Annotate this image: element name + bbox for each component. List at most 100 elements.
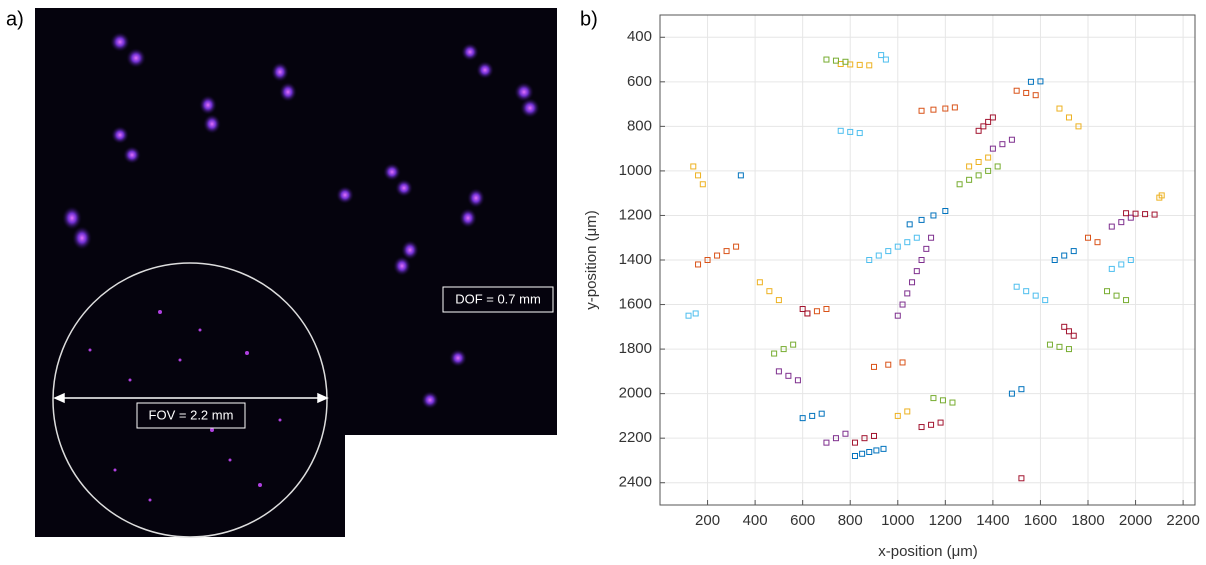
point [899,359,906,366]
point [699,181,706,188]
point [894,243,901,250]
fov-label: FOV = 2.2 mm [149,407,234,422]
point [837,127,844,134]
point [1108,265,1115,272]
point [847,128,854,135]
x-tick-label: 400 [743,512,768,529]
point [904,408,911,415]
inset-particles [88,310,282,502]
point [930,212,937,219]
y-tick-label: 2200 [619,429,652,446]
x-tick-label: 1000 [881,512,914,529]
chart-panel: b) x-position (μm) y-position (μm) 200 40… [580,8,1200,560]
point [695,172,702,179]
point [913,234,920,241]
point [1018,475,1025,482]
point [832,57,839,64]
point [975,172,982,179]
point [1013,283,1020,290]
point [685,312,692,319]
point [980,123,987,130]
point [951,104,958,111]
point [1023,288,1030,295]
y-tick-label: 1600 [619,296,652,313]
point [923,245,930,252]
panel-label: b) [580,8,598,30]
point [985,118,992,125]
point [704,257,711,263]
point [690,163,697,170]
point [918,424,925,431]
point [775,368,782,375]
point [1037,78,1044,85]
point [856,61,863,68]
point [766,288,773,295]
point [885,248,892,255]
point [856,130,863,137]
point [723,248,730,255]
point [909,279,916,286]
point [885,361,892,368]
point [918,257,925,263]
point [937,419,944,426]
point [1118,261,1125,268]
point [851,439,858,446]
point [1027,78,1034,85]
point [1042,297,1049,304]
point [878,52,885,59]
point [1051,257,1058,263]
point [799,415,806,422]
point [733,243,740,250]
point [949,399,956,406]
point [871,363,877,370]
point [1158,192,1165,199]
point [842,430,849,437]
microscope-image [35,8,557,537]
x-axis-label: x-position (μm) [878,543,978,560]
point [1061,252,1068,259]
point [1108,223,1115,230]
point [823,56,830,63]
point [775,297,782,304]
point [1094,239,1101,246]
point [866,257,873,263]
point [695,261,702,268]
point [809,412,816,419]
y-tick-label: 1200 [619,206,652,223]
point [994,163,1001,170]
point [930,106,937,113]
point [1061,323,1068,330]
point [799,306,806,312]
point [882,56,889,63]
fov-box [136,402,246,429]
point [1065,328,1072,335]
particle-blobs [62,32,540,409]
point [1056,105,1063,112]
point [1070,248,1077,255]
point [1013,87,1020,94]
point [913,268,920,275]
fov-circle [52,262,328,538]
x-tick-label: 1600 [1024,512,1057,529]
point [1008,136,1015,143]
point [930,395,937,402]
point [966,163,973,170]
point [975,159,982,165]
point [899,301,906,308]
point [832,435,839,442]
y-axis-label: y-position (μm) [583,210,600,310]
point [1056,343,1063,350]
point [880,445,887,452]
point [904,290,911,297]
fov-arrow [53,392,329,404]
point [1127,257,1134,263]
point [918,107,925,114]
y-tick-label: 600 [627,73,652,90]
point [1023,89,1030,96]
point [956,181,963,188]
x-tick-label: 200 [695,512,720,529]
y-tick-label: 2000 [619,385,652,402]
x-tick-label: 2200 [1166,512,1199,529]
point [1065,346,1072,353]
